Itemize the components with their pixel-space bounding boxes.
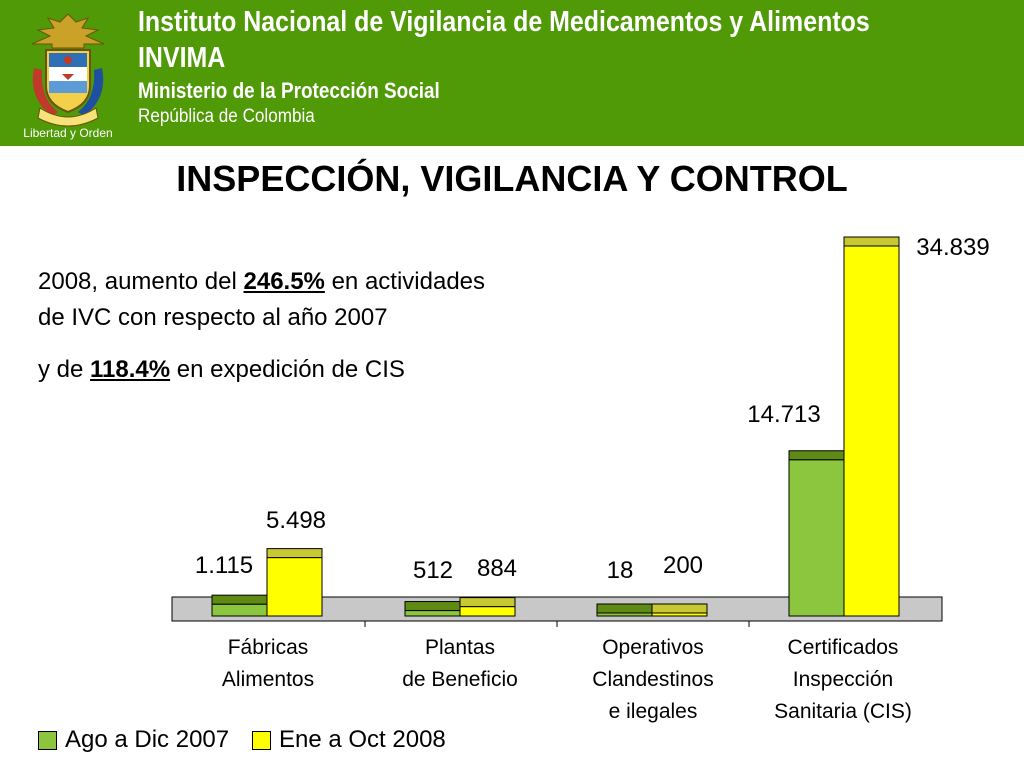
legend-item-2007: Ago a Dic 2007: [38, 726, 229, 754]
x-tick-label-2-2: e ilegales: [609, 700, 698, 723]
bar-0-1: [404, 610, 461, 617]
x-tick-label-3-0: Certificados: [788, 636, 899, 659]
bar-top-0-0: [211, 594, 268, 605]
legend-swatch-2008: [252, 730, 271, 750]
bar-top-1-0: [266, 548, 323, 559]
bar-top-0-3: [788, 450, 845, 461]
ministry-name: Ministerio de la Protección Social: [138, 78, 440, 103]
bar-1-3: [843, 245, 900, 617]
x-tick-label-1-1: de Beneficio: [402, 668, 518, 691]
data-label-0-2: 18: [607, 557, 634, 584]
x-tick-label-3-1: Inspección: [793, 668, 893, 691]
header-banner: Libertad y Orden Instituto Nacional de V…: [0, 0, 1024, 146]
cis-increase-value: 118.4%: [90, 356, 171, 383]
country-name: República de Colombia: [138, 106, 315, 127]
bar-0-3: [788, 459, 845, 617]
bar-top-1-2: [651, 603, 708, 614]
note-line-3: y de 118.4% en expedición de CIS: [38, 356, 405, 383]
legend-swatch-2007: [38, 730, 57, 750]
note-line-1: 2008, aumento del 246.5% en actividades: [38, 268, 486, 295]
x-tick-label-0-0: Fábricas: [228, 636, 309, 659]
colombia-coat-of-arms-icon: Libertad y Orden: [23, 13, 113, 140]
bar-1-1: [459, 606, 516, 617]
page-title: INSPECCIÓN, VIGILANCIA Y CONTROL: [176, 158, 848, 199]
bar-1-0: [266, 557, 323, 617]
x-tick-label-3-2: Sanitaria (CIS): [774, 700, 912, 723]
emblem-motto: Libertad y Orden: [23, 126, 112, 140]
institute-name: Instituto Nacional de Vigilancia de Medi…: [138, 6, 870, 38]
data-label-1-1: 884: [477, 555, 517, 582]
ivc-increase-value: 246.5%: [243, 268, 325, 295]
data-label-0-0: 1.115: [195, 552, 253, 579]
data-label-1-2: 200: [663, 552, 703, 579]
data-label-1-3: 34.839: [916, 234, 989, 261]
bar-top-0-2: [596, 603, 653, 614]
x-tick-label-1-0: Plantas: [425, 636, 495, 659]
legend-label-2007: Ago a Dic 2007: [65, 726, 230, 753]
bar-top-1-3: [843, 236, 900, 247]
x-tick-label-0-1: Alimentos: [222, 668, 314, 691]
data-label-0-1: 512: [413, 557, 453, 584]
note-line-2: de IVC con respecto al año 2007: [38, 304, 388, 331]
legend-item-2008: Ene a Oct 2008: [252, 726, 446, 754]
institute-acronym: INVIMA: [138, 42, 226, 74]
bar-top-0-1: [404, 601, 461, 612]
data-label-0-3: 14.713: [747, 401, 820, 428]
bar-top-1-1: [459, 597, 516, 608]
data-label-1-0: 5.498: [266, 507, 326, 534]
legend-label-2008: Ene a Oct 2008: [279, 726, 446, 753]
x-tick-label-2-0: Operativos: [602, 636, 704, 659]
x-tick-label-2-1: Clandestinos: [592, 668, 713, 691]
bar-0-0: [211, 603, 268, 617]
